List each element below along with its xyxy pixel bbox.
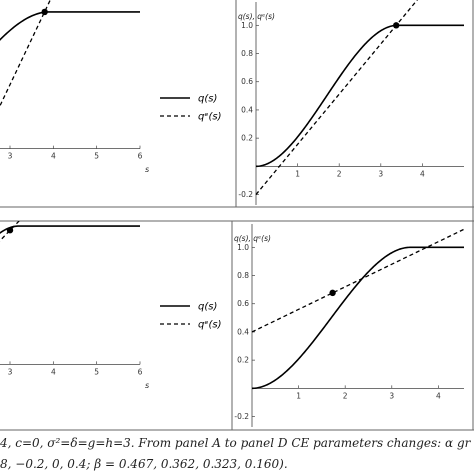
intersection-point	[392, 22, 400, 29]
y-tick-label: 0.8	[237, 271, 249, 280]
intersection-point	[6, 227, 14, 234]
y-axis-label: q(s), qᵉ(s)	[234, 234, 271, 243]
x-tick-label: 3	[378, 169, 383, 178]
x-tick-label: 6	[138, 152, 143, 161]
y-tick-label: 0.6	[237, 299, 249, 308]
x-tick-label: 6	[138, 367, 143, 376]
y-tick-label: 1.0	[237, 243, 249, 252]
plot-series	[255, 0, 464, 195]
caption-line-2: 8, −0.2, 0, 0.4; β = 0.467, 0.362, 0.323…	[0, 457, 288, 471]
x-tick-label: 2	[337, 169, 342, 178]
series-qe-dashed-line	[0, 0, 51, 108]
x-tick-label: 1	[295, 169, 300, 178]
legend-label: q(s)	[198, 302, 217, 313]
y-tick-label: 1.0	[241, 21, 253, 30]
panel-top-right: 1 2 3 4 -0.2 0.2 0.4 0.6 0.8 1.0q(s), qᵉ(s)	[238, 0, 464, 205]
y-tick-label: 0.2	[237, 356, 249, 365]
x-tick-label: 3	[8, 367, 13, 376]
x-tick-label: 4	[436, 391, 441, 400]
y-tick-label: 0.4	[241, 105, 253, 114]
intersection-point	[329, 289, 336, 297]
x-tick-label: 5	[94, 152, 99, 161]
y-tick-label: 0.8	[241, 49, 253, 58]
y-tick-label: 0.6	[241, 77, 253, 86]
series-qe-dashed-line	[0, 221, 20, 242]
series-qe-dashed-line	[251, 228, 465, 333]
caption-line-1: 4, c=0, σ²=δ=g=h=3. From panel A to pane…	[0, 436, 471, 450]
y-tick-label: 0.4	[237, 327, 249, 336]
series-q-line	[0, 225, 140, 234]
x-tick-label: 4	[51, 367, 56, 376]
x-tick-label: 1	[296, 391, 301, 400]
y-tick-label: 0.2	[241, 134, 253, 143]
series-q-line	[251, 246, 464, 390]
x-axis-label: s	[145, 165, 149, 174]
series-qe-dashed-line	[255, 0, 419, 195]
x-tick-label: 5	[94, 367, 99, 376]
x-tick-label: 4	[420, 169, 425, 178]
x-tick-label: 4	[51, 152, 56, 161]
panel-bottom-left: 23456sq(s)qᵉ(s)	[0, 221, 222, 390]
series-q-line	[0, 11, 140, 41]
y-tick-label: -0.2	[238, 190, 253, 199]
plot-series	[0, 221, 140, 242]
plot-series	[251, 228, 465, 390]
plot-series	[0, 0, 140, 108]
x-axis-label: s	[145, 381, 149, 390]
panel-top-left: 23456sq(s)qᵉ(s)	[0, 0, 222, 174]
x-tick-label: 2	[343, 391, 348, 400]
legend-label: qᵉ(s)	[198, 112, 222, 123]
legend-label: qᵉ(s)	[198, 320, 222, 331]
intersection-point	[41, 8, 48, 16]
panel-bottom-right: 1 2 3 4 -0.2 0.2 0.4 0.6 0.8 1.0q(s), qᵉ(s)	[234, 224, 465, 427]
y-axis-label: q(s), qᵉ(s)	[238, 12, 275, 21]
legend-label: q(s)	[198, 94, 217, 105]
x-tick-label: 3	[8, 152, 13, 161]
y-tick-label: -0.2	[234, 412, 249, 421]
x-tick-label: 3	[389, 391, 394, 400]
series-q-line	[255, 24, 464, 168]
